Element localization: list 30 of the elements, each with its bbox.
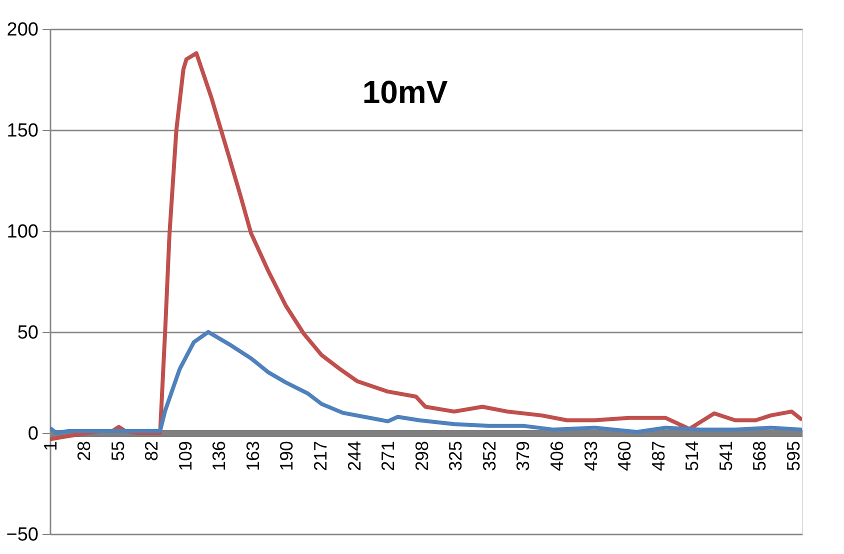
annotation: 10mV	[362, 74, 448, 110]
x-tick-label: 1	[40, 441, 60, 452]
y-tick-label: 100	[6, 222, 38, 242]
x-tick-label: 298	[412, 441, 432, 472]
x-tick-label: 541	[716, 441, 736, 472]
y-tick-label: 0	[28, 424, 38, 444]
x-tick-label: 28	[74, 441, 94, 462]
x-tick-label: 406	[547, 441, 568, 472]
x-tick-label: 136	[209, 441, 230, 472]
x-tick-label: 352	[479, 441, 500, 472]
y-tick-label: 150	[6, 120, 38, 142]
x-tick-label: 82	[142, 441, 162, 462]
x-tick-label: 379	[513, 441, 534, 472]
x-tick-label: 217	[310, 441, 331, 472]
x-tick-label: 460	[614, 441, 635, 472]
x-tick-label: 109	[175, 441, 196, 472]
x-tick-label: 325	[446, 441, 466, 472]
x-tick-label: 190	[276, 441, 297, 472]
x-tick-label: 271	[378, 441, 398, 472]
x-tick-label: 568	[750, 441, 770, 472]
y-tick-label: 50	[17, 322, 38, 344]
y-tick-label: 200	[6, 20, 38, 40]
x-tick-label: 487	[648, 441, 668, 472]
x-tick-label: 595	[783, 441, 804, 472]
x-tick-label: 163	[242, 441, 263, 472]
x-tick-label: 244	[344, 441, 364, 472]
y-tick-label: −50	[6, 524, 38, 546]
x-tick-label: 433	[580, 441, 601, 472]
x-tick-label: 514	[682, 441, 702, 472]
x-tick-label: 55	[108, 441, 128, 462]
